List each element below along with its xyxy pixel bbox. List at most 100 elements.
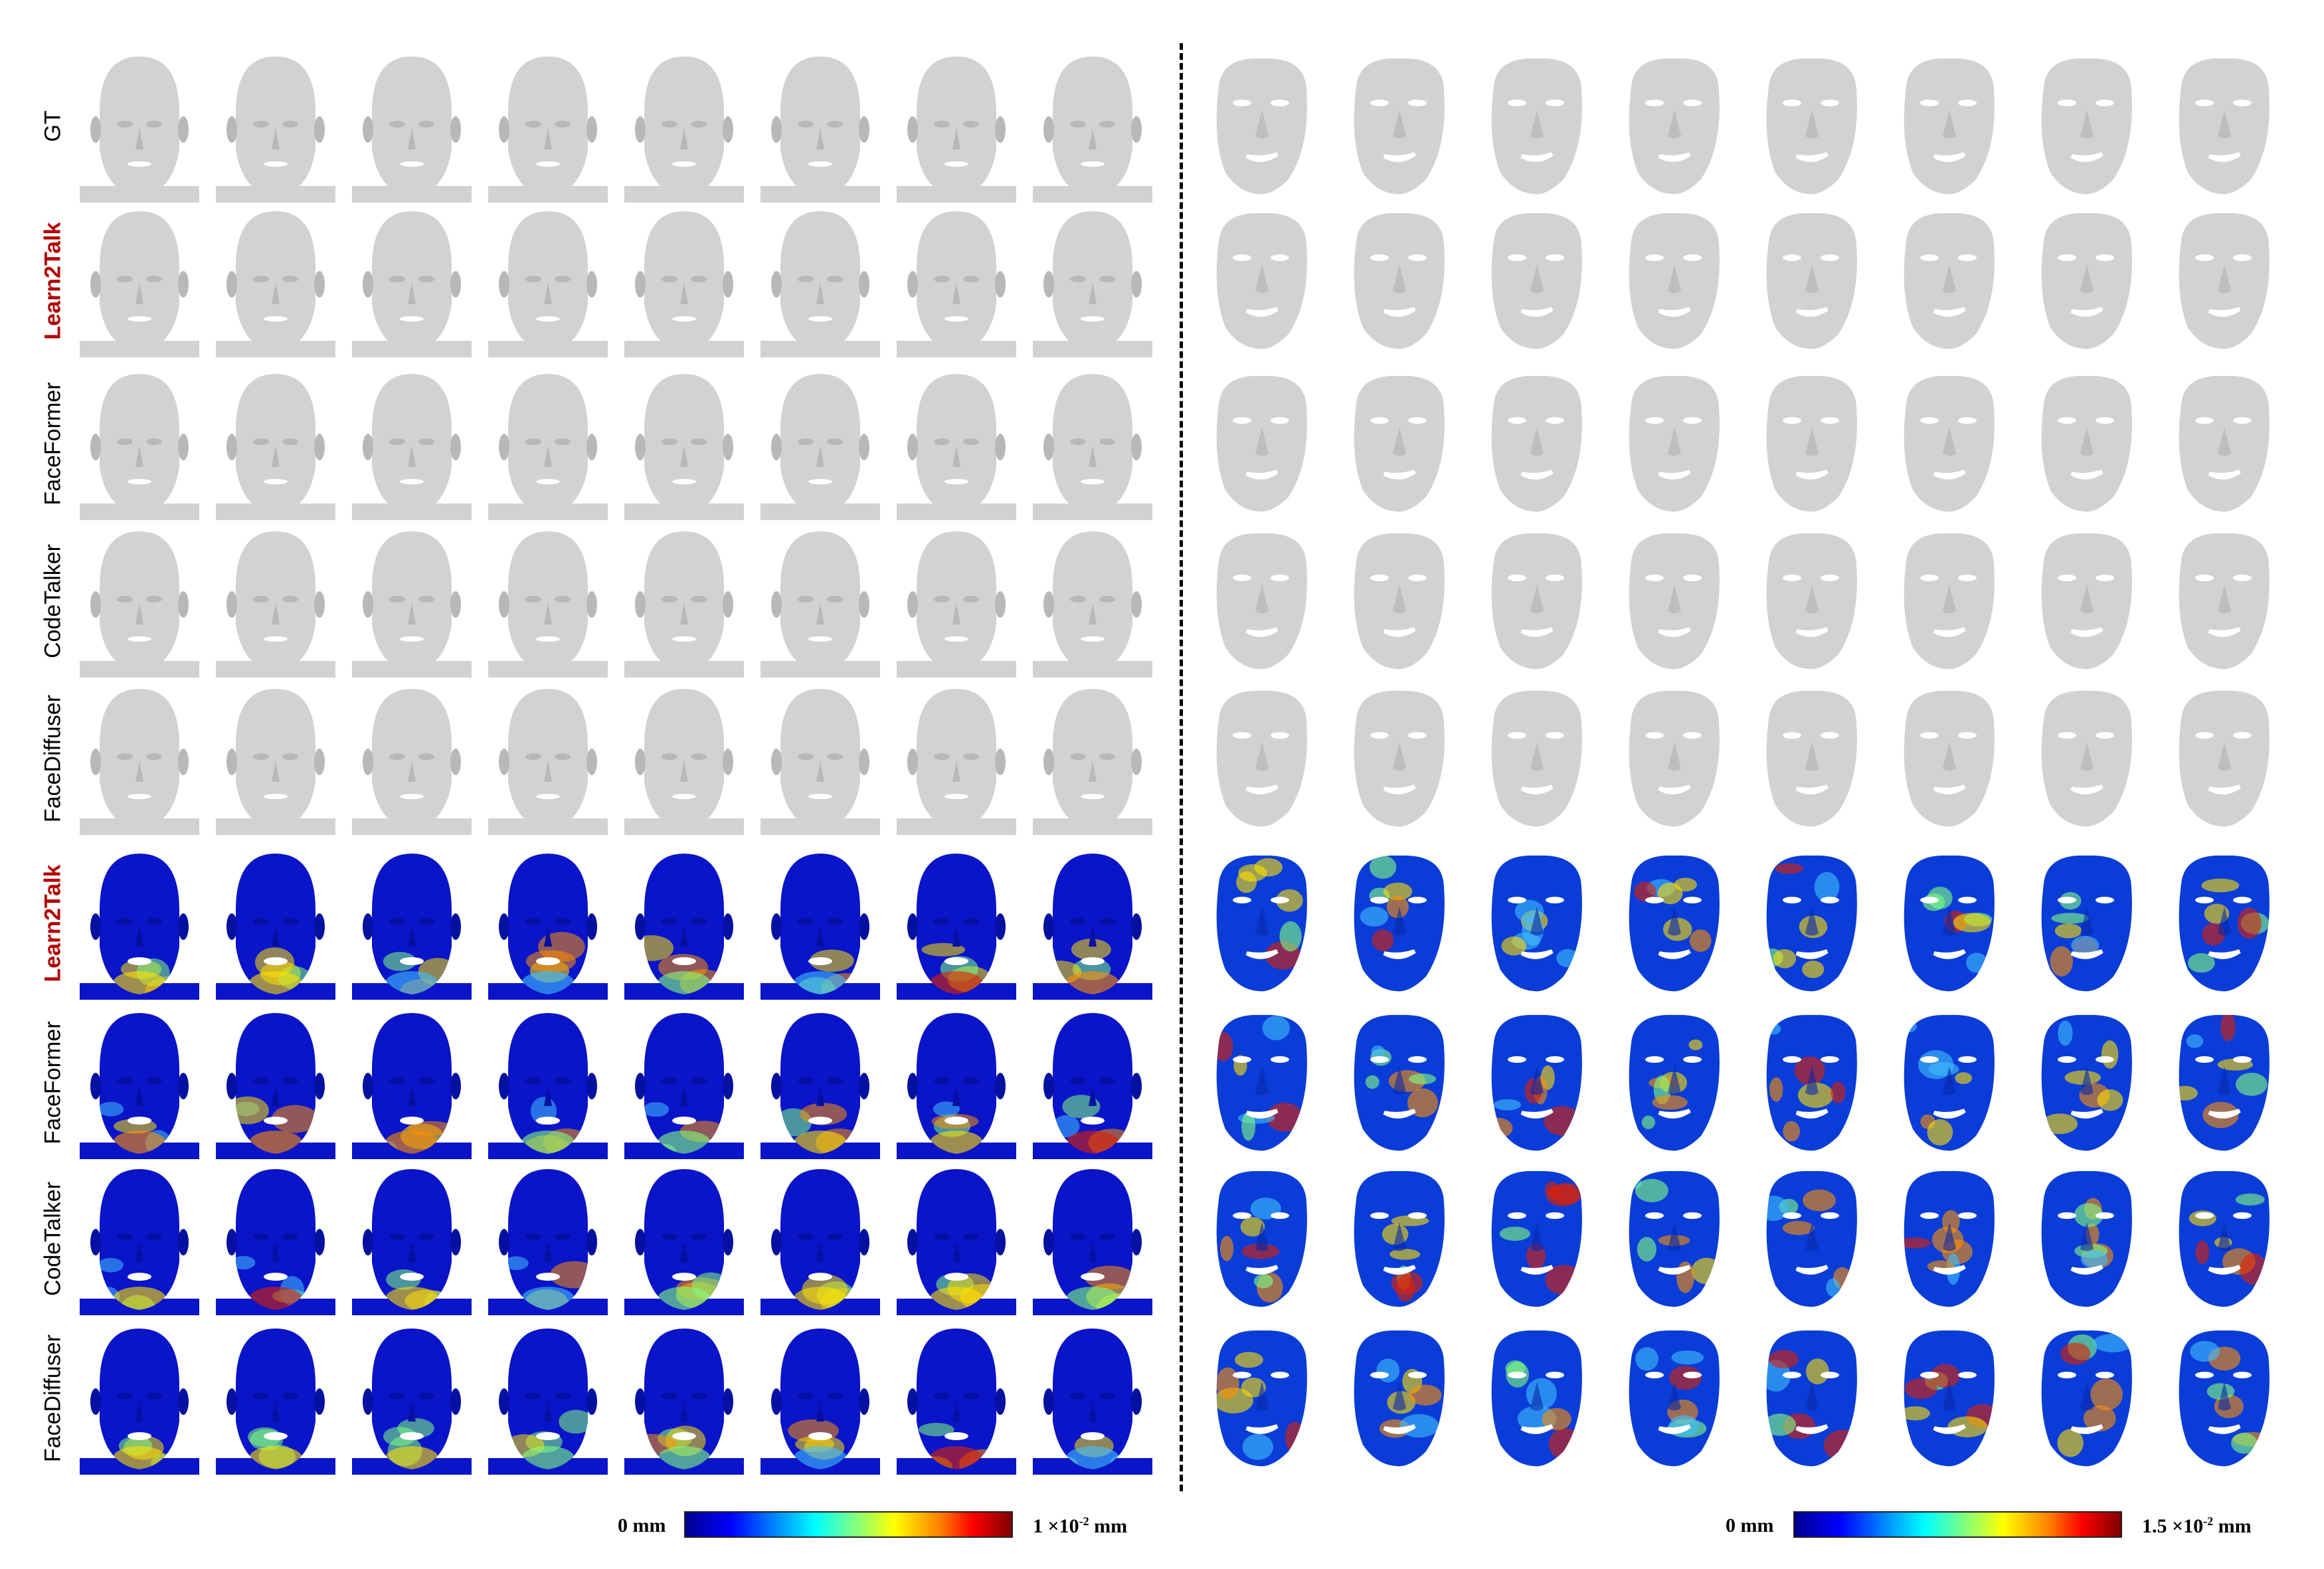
- face-mask-r6-c6: [2030, 1010, 2143, 1159]
- face-mask-r0-c5: [1893, 53, 2006, 203]
- head-mesh-r6-c2: [352, 1006, 472, 1162]
- head-mesh-r2-c6: [897, 367, 1016, 523]
- face-mask-r8-c0: [1206, 1325, 1318, 1475]
- head-mesh-r7-c2: [352, 1162, 472, 1319]
- head-mesh-r5-c0: [80, 847, 199, 1003]
- face-mask-r0-c6: [2030, 53, 2143, 203]
- face-mask-r2-c2: [1480, 371, 1593, 520]
- face-mask-r3-c0: [1206, 528, 1318, 678]
- face-mask-r8-c4: [1755, 1325, 1868, 1475]
- face-mask-r4-c5: [1893, 686, 2006, 835]
- head-mesh-r6-c3: [488, 1006, 608, 1162]
- head-mesh-r8-c7: [1033, 1322, 1152, 1478]
- head-mesh-r6-c5: [760, 1006, 880, 1162]
- face-mask-r0-c7: [2168, 53, 2281, 203]
- head-mesh-r3-c4: [624, 525, 744, 681]
- face-mask-r5-c2: [1480, 850, 1593, 1000]
- head-mesh-r0-c3: [488, 50, 608, 206]
- face-mask-r5-c7: [2168, 850, 2281, 1000]
- head-mesh-r3-c6: [897, 525, 1016, 681]
- head-mesh-r0-c0: [80, 50, 199, 206]
- left-colorbar-min-label: 0 mm: [618, 1515, 666, 1537]
- face-mask-r4-c3: [1618, 686, 1731, 835]
- head-mesh-r2-c2: [352, 367, 472, 523]
- head-mesh-r8-c1: [216, 1322, 335, 1478]
- head-mesh-r7-c6: [897, 1162, 1016, 1319]
- head-mesh-r0-c6: [897, 50, 1016, 206]
- head-mesh-r8-c4: [624, 1322, 744, 1478]
- face-mask-r1-c4: [1755, 208, 1868, 357]
- face-mask-r3-c4: [1755, 528, 1868, 678]
- face-mask-r7-c3: [1618, 1166, 1731, 1315]
- head-mesh-r0-c7: [1033, 50, 1152, 206]
- head-mesh-r1-c4: [624, 205, 744, 361]
- face-mask-r4-c4: [1755, 686, 1868, 835]
- face-mask-r1-c3: [1618, 208, 1731, 357]
- head-mesh-r0-c2: [352, 50, 472, 206]
- face-mask-r5-c4: [1755, 850, 1868, 1000]
- head-mesh-r6-c4: [624, 1006, 744, 1162]
- face-mask-r7-c7: [2168, 1166, 2281, 1315]
- head-mesh-r7-c3: [488, 1162, 608, 1319]
- face-mask-r1-c2: [1480, 208, 1593, 357]
- face-mask-r2-c6: [2030, 371, 2143, 520]
- head-mesh-r6-c7: [1033, 1006, 1152, 1162]
- head-mesh-r8-c6: [897, 1322, 1016, 1478]
- face-mask-r0-c3: [1618, 53, 1731, 203]
- face-mask-r6-c2: [1480, 1010, 1593, 1159]
- face-mask-r7-c5: [1893, 1166, 2006, 1315]
- head-mesh-r2-c1: [216, 367, 335, 523]
- face-mask-r3-c6: [2030, 528, 2143, 678]
- face-mask-r1-c7: [2168, 208, 2281, 357]
- face-mask-r3-c5: [1893, 528, 2006, 678]
- face-mask-r4-c0: [1206, 686, 1318, 835]
- dataset-divider: [1180, 43, 1183, 1491]
- face-mask-r6-c1: [1343, 1010, 1456, 1159]
- head-mesh-r2-c4: [624, 367, 744, 523]
- head-mesh-r1-c5: [760, 205, 880, 361]
- head-mesh-r2-c0: [80, 367, 199, 523]
- head-mesh-r4-c1: [216, 682, 335, 838]
- head-mesh-r4-c6: [897, 682, 1016, 838]
- face-mask-r4-c7: [2168, 686, 2281, 835]
- face-mask-r2-c4: [1755, 371, 1868, 520]
- head-mesh-r0-c5: [760, 50, 880, 206]
- head-mesh-r2-c7: [1033, 367, 1152, 523]
- head-mesh-r3-c3: [488, 525, 608, 681]
- face-mask-r8-c5: [1893, 1325, 2006, 1475]
- head-mesh-r1-c1: [216, 205, 335, 361]
- head-mesh-r0-c1: [216, 50, 335, 206]
- head-mesh-r5-c3: [488, 847, 608, 1003]
- left-colorbar-max-label: 1 ×10-2 mm: [1033, 1515, 1127, 1538]
- head-mesh-r7-c1: [216, 1162, 335, 1319]
- face-mask-r5-c6: [2030, 850, 2143, 1000]
- face-mask-r6-c4: [1755, 1010, 1868, 1159]
- head-mesh-r5-c2: [352, 847, 472, 1003]
- face-mask-r0-c4: [1755, 53, 1868, 203]
- face-mask-r6-c7: [2168, 1010, 2281, 1159]
- head-mesh-r1-c6: [897, 205, 1016, 361]
- face-mask-r2-c3: [1618, 371, 1731, 520]
- head-mesh-r8-c5: [760, 1322, 880, 1478]
- face-mask-r4-c1: [1343, 686, 1456, 835]
- face-mask-r3-c2: [1480, 528, 1593, 678]
- head-mesh-r4-c7: [1033, 682, 1152, 838]
- right-colorbar: [1793, 1511, 2122, 1538]
- face-mask-r3-c7: [2168, 528, 2281, 678]
- head-mesh-r1-c3: [488, 205, 608, 361]
- face-mask-r5-c3: [1618, 850, 1731, 1000]
- head-mesh-r6-c6: [897, 1006, 1016, 1162]
- face-mask-r8-c7: [2168, 1325, 2281, 1475]
- head-mesh-r3-c7: [1033, 525, 1152, 681]
- head-mesh-r4-c0: [80, 682, 199, 838]
- face-mask-r7-c1: [1343, 1166, 1456, 1315]
- head-mesh-r7-c7: [1033, 1162, 1152, 1319]
- face-mask-r7-c4: [1755, 1166, 1868, 1315]
- face-mask-r6-c5: [1893, 1010, 2006, 1159]
- head-mesh-r6-c1: [216, 1006, 335, 1162]
- head-mesh-r4-c4: [624, 682, 744, 838]
- head-mesh-r2-c3: [488, 367, 608, 523]
- head-mesh-r8-c2: [352, 1322, 472, 1478]
- face-mask-r5-c1: [1343, 850, 1456, 1000]
- head-mesh-r1-c0: [80, 205, 199, 361]
